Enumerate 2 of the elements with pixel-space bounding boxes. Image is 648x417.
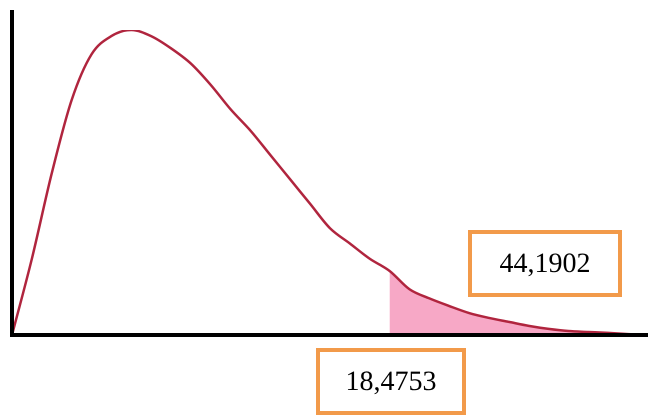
text: 18,4753 [316, 348, 466, 415]
annotation: 44,1902 [468, 230, 622, 297]
